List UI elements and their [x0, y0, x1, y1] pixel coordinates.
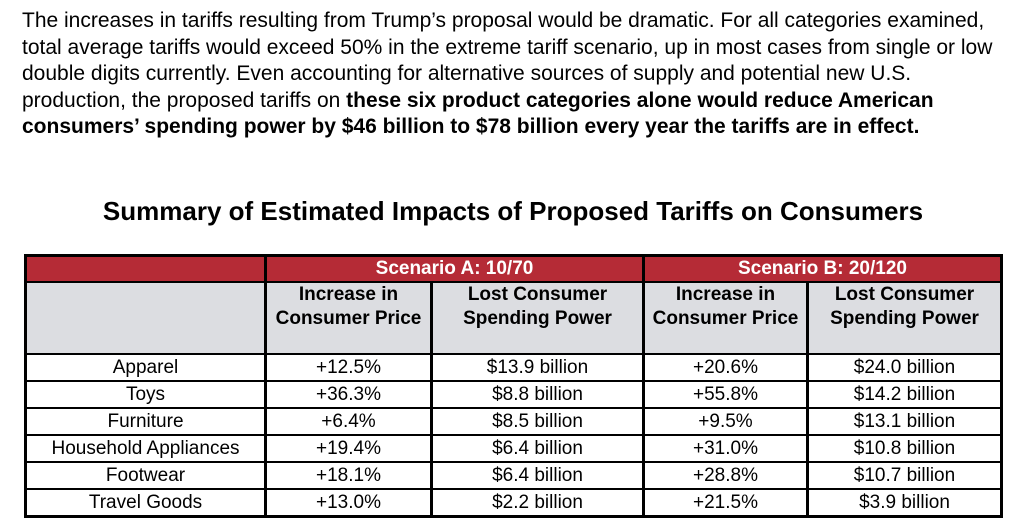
value-cell: +20.6%: [642, 354, 809, 382]
table-row: Household Appliances +19.4% $6.4 billion +3…: [24, 435, 1003, 463]
category-cell: Apparel: [24, 354, 267, 382]
table-row: Furniture +6.4% $8.5 billion +9.5% $13.1 bil…: [24, 408, 1003, 436]
value-cell: $3.9 billion: [806, 489, 1003, 518]
scenario-a-header: Scenario A: 10/70: [264, 254, 645, 283]
value-cell: +55.8%: [642, 381, 809, 409]
table-row: Apparel +12.5% $13.9 billion +20.6% $24.0 bi…: [24, 354, 1003, 382]
column-header: Increase in Consumer Price: [642, 282, 809, 355]
empty-header-cell: [24, 282, 267, 355]
intro-text: The increases in tariffs resulting from …: [22, 9, 993, 112]
column-header-row: Increase in Consumer Price Lost Consumer…: [24, 282, 1003, 355]
value-cell: +13.0%: [264, 489, 433, 518]
value-cell: $8.8 billion: [430, 381, 645, 409]
value-cell: +31.0%: [642, 435, 809, 463]
column-header: Lost Consumer Spending Power: [806, 282, 1003, 355]
table-row: Travel Goods +13.0% $2.2 billion +21.5% $3.9…: [24, 489, 1003, 518]
value-cell: $6.4 billion: [430, 435, 645, 463]
category-cell: Furniture: [24, 408, 267, 436]
category-cell: Household Appliances: [24, 435, 267, 463]
value-cell: +21.5%: [642, 489, 809, 518]
table-row: Footwear +18.1% $6.4 billion +28.8% $10.7 bi…: [24, 462, 1003, 490]
value-cell: $14.2 billion: [806, 381, 1003, 409]
intro-paragraph: The increases in tariffs resulting from …: [22, 8, 1012, 141]
value-cell: $24.0 billion: [806, 354, 1003, 382]
value-cell: +6.4%: [264, 408, 433, 436]
table-row: Toys +36.3% $8.8 billion +55.8% $14.2 billio…: [24, 381, 1003, 409]
value-cell: $13.1 billion: [806, 408, 1003, 436]
value-cell: +28.8%: [642, 462, 809, 490]
category-cell: Travel Goods: [24, 489, 267, 518]
value-cell: $10.8 billion: [806, 435, 1003, 463]
value-cell: $2.2 billion: [430, 489, 645, 518]
value-cell: +18.1%: [264, 462, 433, 490]
value-cell: +19.4%: [264, 435, 433, 463]
column-header: Increase in Consumer Price: [264, 282, 433, 355]
value-cell: +12.5%: [264, 354, 433, 382]
scenario-b-header: Scenario B: 20/120: [642, 254, 1003, 283]
scenario-header-row: Scenario A: 10/70 Scenario B: 20/120: [24, 254, 1003, 283]
value-cell: $6.4 billion: [430, 462, 645, 490]
value-cell: +9.5%: [642, 408, 809, 436]
value-cell: $10.7 billion: [806, 462, 1003, 490]
value-cell: $13.9 billion: [430, 354, 645, 382]
impacts-table: Scenario A: 10/70 Scenario B: 20/120 Inc…: [24, 254, 1003, 518]
column-header: Lost Consumer Spending Power: [430, 282, 645, 355]
value-cell: +36.3%: [264, 381, 433, 409]
intro-bold-text: these six product categories alone would…: [22, 88, 934, 139]
table-title: Summary of Estimated Impacts of Proposed…: [102, 196, 924, 226]
value-cell: $8.5 billion: [430, 408, 645, 436]
category-cell: Toys: [24, 381, 267, 409]
category-cell: Footwear: [24, 462, 267, 490]
empty-header-cell: [24, 254, 267, 283]
